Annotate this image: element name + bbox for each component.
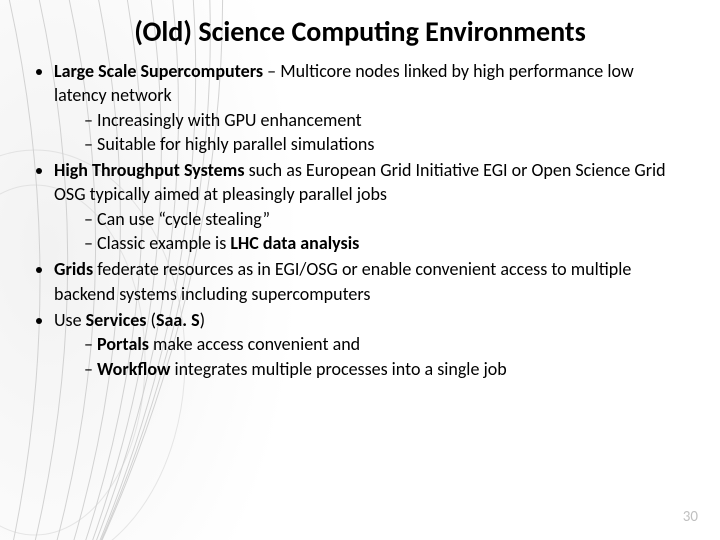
bullet-3-lead: Grids [54, 258, 93, 280]
bullet-2-lead: High Throughput Systems [54, 159, 245, 181]
bullet-list: Large Scale Supercomputers – Multicore n… [30, 59, 690, 381]
bullet-1: Large Scale Supercomputers – Multicore n… [54, 59, 690, 156]
slide-content: (Old) Science Computing Environments Lar… [0, 0, 720, 381]
slide-title: (Old) Science Computing Environments [30, 14, 690, 49]
bullet-4-sub-2: Workflow integrates multiple processes i… [84, 357, 690, 381]
bullet-1-sub-1: Increasingly with GPU enhancement [84, 108, 690, 132]
bullet-4-sublist: Portals make access convenient and Workf… [54, 332, 690, 381]
bullet-2-sub-2: Classic example is LHC data analysis [84, 231, 690, 255]
bullet-2: High Throughput Systems such as European… [54, 158, 690, 255]
bullet-2-sublist: Can use “cycle stealing” Classic example… [54, 207, 690, 256]
bullet-4-pre: Use [54, 309, 86, 331]
bullet-1-sublist: Increasingly with GPU enhancement Suitab… [54, 108, 690, 157]
bullet-3-rest: federate resources as in EGI/OSG or enab… [54, 258, 631, 304]
bullet-1-lead: Large Scale Supercomputers [54, 60, 263, 82]
bullet-1-sub-2: Suitable for highly parallel simulations [84, 132, 690, 156]
bullet-4-sub-1: Portals make access convenient and [84, 332, 690, 356]
bullet-4: Use Services (Saa. S) Portals make acces… [54, 308, 690, 381]
page-number: 30 [683, 508, 698, 526]
bullet-3: Grids federate resources as in EGI/OSG o… [54, 257, 690, 306]
bullet-4-lead: Services [86, 309, 147, 331]
bullet-2-sub-1: Can use “cycle stealing” [84, 207, 690, 231]
